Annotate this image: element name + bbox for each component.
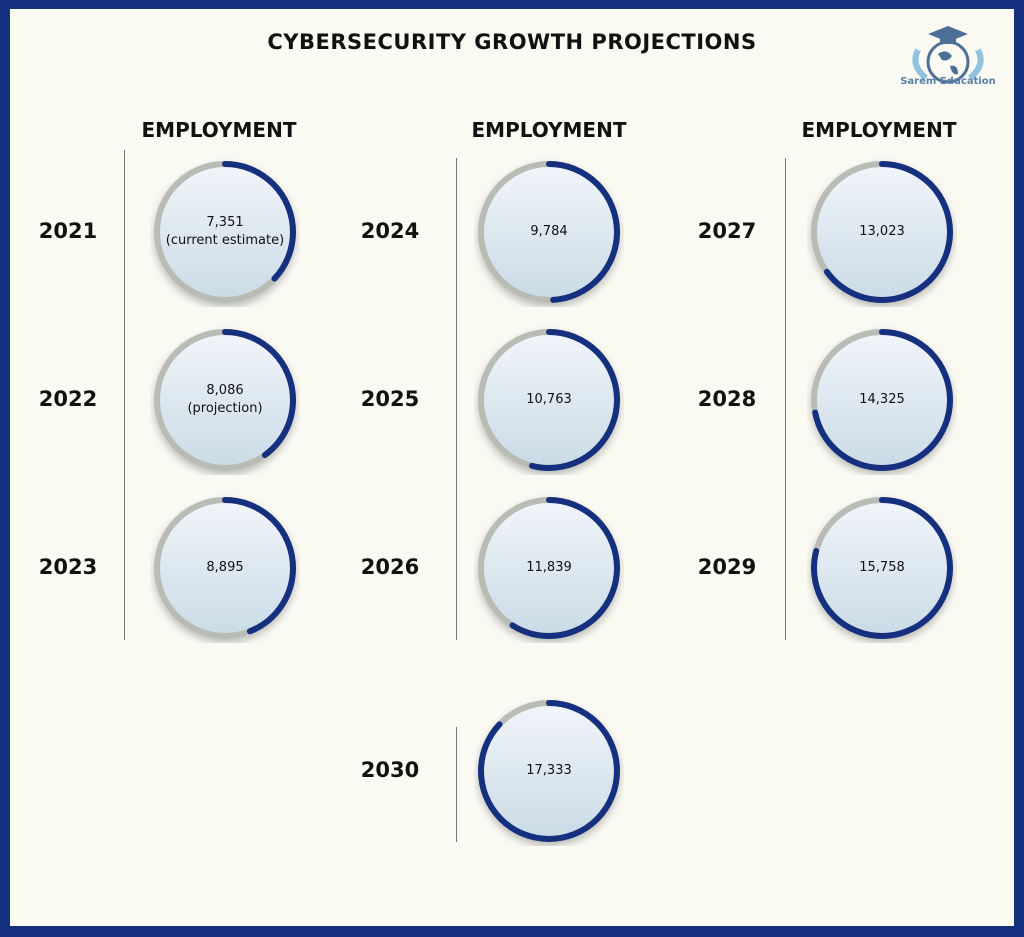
ring-fill: [154, 329, 296, 471]
ring-value: 8,086: [206, 383, 244, 398]
year-label: 2022: [38, 387, 98, 411]
year-label: 2027: [697, 219, 757, 243]
ring-value: 15,758: [859, 560, 905, 575]
ring-value: 17,333: [526, 763, 572, 778]
year-label: 2029: [697, 555, 757, 579]
year-label: 2026: [360, 555, 420, 579]
divider: [785, 158, 786, 640]
sarem-education-logo: [912, 26, 984, 84]
year-label: 2025: [360, 387, 420, 411]
progress-ring: 17,333: [474, 696, 624, 846]
ring-fill: [478, 497, 620, 639]
ring-note: (current estimate): [165, 233, 285, 248]
year-label: 2023: [38, 555, 98, 579]
progress-ring: 15,758: [807, 493, 957, 643]
ring-fill: [811, 497, 953, 639]
logo-text: Sarem Education: [900, 76, 996, 87]
year-label: 2024: [360, 219, 420, 243]
progress-ring: 9,784: [474, 157, 624, 307]
ring-value: 7,351: [206, 215, 244, 230]
ring-fill: [154, 497, 296, 639]
ring-value: 13,023: [859, 224, 905, 239]
progress-ring: 8,086 (projection): [150, 325, 300, 475]
ring-value: 14,325: [859, 392, 905, 407]
ring-fill: [478, 161, 620, 303]
ring-note: (projection): [187, 401, 263, 416]
year-label: 2021: [38, 219, 98, 243]
ring-value: 11,839: [526, 560, 572, 575]
ring-fill: [811, 329, 953, 471]
progress-ring: 8,895: [150, 493, 300, 643]
year-label: 2030: [360, 758, 420, 782]
page-title: CYBERSECURITY GROWTH PROJECTIONS: [267, 30, 757, 54]
ring-fill: [478, 700, 620, 842]
progress-ring: 14,325: [807, 325, 957, 475]
ring-value: 8,895: [206, 560, 244, 575]
progress-ring: 7,351 (current estimate): [150, 157, 300, 307]
year-label: 2028: [697, 387, 757, 411]
ring-value: 9,784: [530, 224, 568, 239]
progress-ring: 10,763: [474, 325, 624, 475]
progress-ring: 13,023: [807, 157, 957, 307]
column-header: EMPLOYMENT: [141, 118, 297, 142]
ring-fill: [478, 329, 620, 471]
divider: [124, 150, 125, 640]
progress-ring: 11,839: [474, 493, 624, 643]
ring-value: 10,763: [526, 392, 572, 407]
ring-fill: [811, 161, 953, 303]
divider: [456, 727, 457, 842]
divider: [456, 158, 457, 640]
column-header: EMPLOYMENT: [801, 118, 957, 142]
ring-fill: [154, 161, 296, 303]
column-header: EMPLOYMENT: [471, 118, 627, 142]
